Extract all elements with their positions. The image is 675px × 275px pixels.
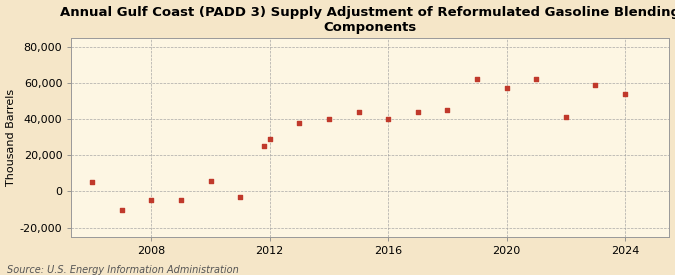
Point bbox=[235, 195, 246, 199]
Point bbox=[265, 137, 275, 141]
Point bbox=[472, 77, 483, 81]
Point bbox=[383, 117, 394, 121]
Point bbox=[353, 109, 364, 114]
Point bbox=[86, 180, 97, 185]
Point bbox=[294, 120, 304, 125]
Point bbox=[116, 207, 127, 212]
Text: Source: U.S. Energy Information Administration: Source: U.S. Energy Information Administ… bbox=[7, 265, 238, 275]
Point bbox=[323, 117, 334, 121]
Point bbox=[412, 109, 423, 114]
Point bbox=[531, 77, 541, 81]
Point bbox=[176, 197, 186, 202]
Point bbox=[590, 82, 601, 87]
Point bbox=[442, 108, 453, 112]
Point bbox=[146, 198, 157, 203]
Point bbox=[620, 91, 630, 96]
Point bbox=[205, 179, 216, 184]
Point bbox=[502, 86, 512, 90]
Y-axis label: Thousand Barrels: Thousand Barrels bbox=[5, 89, 16, 186]
Point bbox=[560, 115, 571, 119]
Title: Annual Gulf Coast (PADD 3) Supply Adjustment of Reformulated Gasoline Blending
C: Annual Gulf Coast (PADD 3) Supply Adjust… bbox=[60, 6, 675, 34]
Point bbox=[259, 144, 269, 148]
